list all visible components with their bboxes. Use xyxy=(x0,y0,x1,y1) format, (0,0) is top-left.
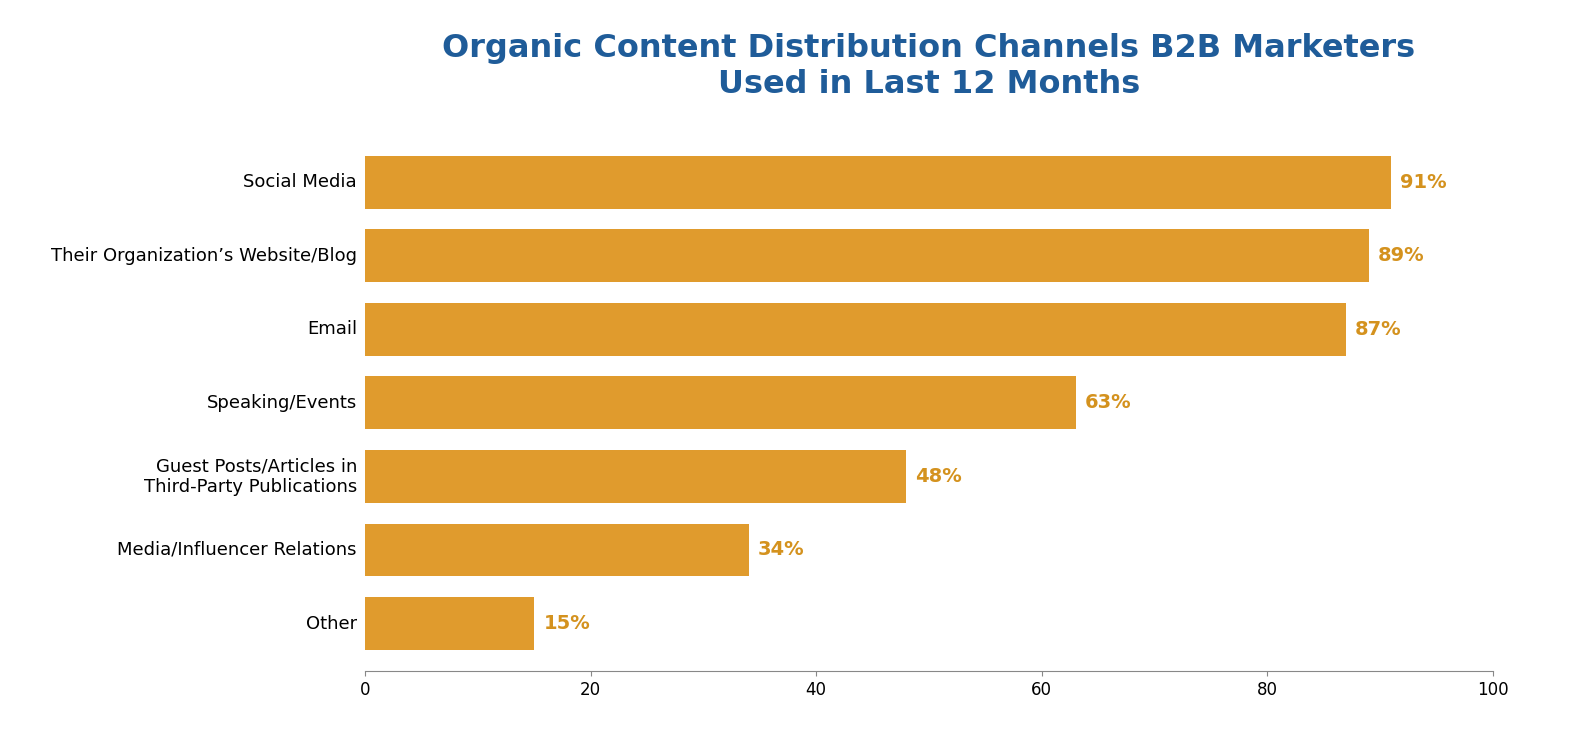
Text: 89%: 89% xyxy=(1378,246,1424,265)
Bar xyxy=(365,597,534,650)
Text: 48%: 48% xyxy=(915,467,962,486)
Bar xyxy=(365,524,748,577)
Text: 87%: 87% xyxy=(1355,320,1402,339)
Bar xyxy=(365,156,1391,209)
Text: 15%: 15% xyxy=(543,614,591,633)
Bar xyxy=(365,229,1369,282)
Text: 91%: 91% xyxy=(1401,172,1447,192)
Bar xyxy=(365,303,1347,356)
Bar xyxy=(365,376,1075,430)
Title: Organic Content Distribution Channels B2B Marketers
Used in Last 12 Months: Organic Content Distribution Channels B2… xyxy=(443,33,1415,100)
Bar xyxy=(365,450,907,503)
Text: 63%: 63% xyxy=(1085,393,1131,413)
Text: 34%: 34% xyxy=(757,541,804,560)
